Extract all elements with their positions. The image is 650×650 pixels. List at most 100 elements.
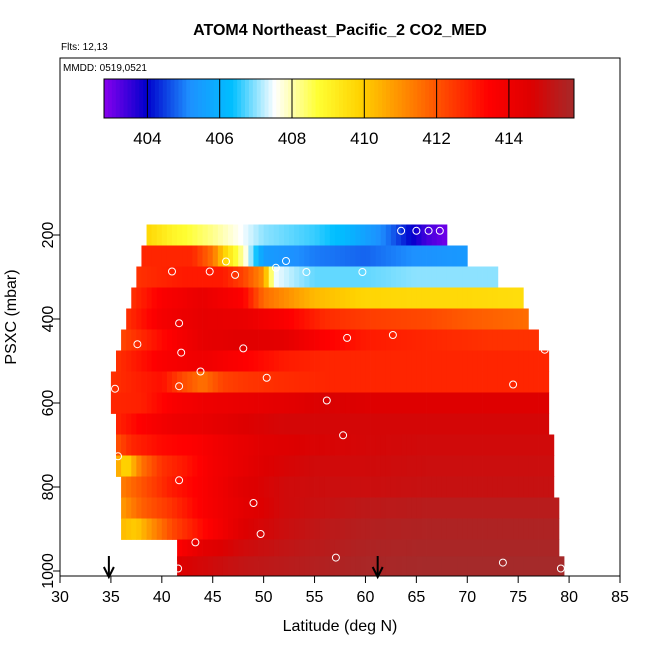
heatmap-cell	[294, 518, 300, 540]
x-tick-label: 45	[204, 589, 222, 606]
heatmap-cell	[187, 413, 193, 435]
heatmap-cell	[431, 266, 438, 288]
heatmap-cell	[217, 245, 224, 267]
heatmap-cell	[513, 287, 519, 309]
colorbar-swatch	[483, 79, 489, 118]
heatmap-cell	[156, 497, 163, 519]
heatmap-cell	[421, 371, 427, 393]
heatmap-cell	[161, 224, 168, 246]
heatmap-cell	[538, 455, 545, 477]
heatmap-cell	[543, 392, 550, 414]
heatmap-cell	[360, 371, 366, 393]
colorbar-swatch	[534, 79, 540, 118]
heatmap-cell	[360, 392, 366, 414]
heatmap-cell	[416, 476, 422, 498]
heatmap-cell	[452, 476, 458, 498]
y-tick-label: 1000	[40, 553, 57, 589]
heatmap-cell	[477, 455, 483, 477]
heatmap-cell	[329, 287, 336, 309]
heatmap-cell	[497, 518, 504, 540]
heatmap-cell	[233, 350, 239, 372]
heatmap-cell	[431, 539, 438, 561]
heatmap-cell	[273, 539, 280, 561]
heatmap-cell	[457, 329, 463, 351]
heatmap-cell	[289, 497, 295, 519]
heatmap-cell	[304, 350, 310, 372]
heatmap-cell	[365, 308, 371, 330]
colorbar-swatch	[174, 79, 179, 118]
colorbar-swatch	[213, 79, 218, 118]
heatmap-cell	[487, 266, 494, 288]
heatmap-cell	[508, 455, 514, 477]
heatmap-cell	[263, 329, 270, 351]
heatmap-cell	[182, 497, 188, 519]
colorbar-swatch	[456, 79, 461, 118]
heatmap-cell	[416, 556, 422, 577]
x-tick-label: 35	[102, 589, 120, 606]
heatmap-cell	[396, 455, 402, 477]
heatmap-cell	[197, 434, 203, 456]
heatmap-cell	[278, 371, 285, 393]
heatmap-cell	[360, 245, 366, 267]
heatmap-cell	[492, 556, 499, 577]
heatmap-cell	[258, 266, 265, 288]
heatmap-cell	[365, 245, 371, 267]
heatmap-cell	[401, 266, 407, 288]
heatmap-cell	[406, 455, 412, 477]
heatmap-cell	[284, 287, 290, 309]
heatmap-cell	[401, 434, 407, 456]
heatmap-cell	[121, 413, 127, 435]
heatmap-cell	[457, 350, 463, 372]
heatmap-cell	[278, 434, 285, 456]
heatmap-cell	[334, 329, 341, 351]
colorbar-swatch	[205, 79, 211, 118]
heatmap-cell	[212, 434, 219, 456]
heatmap-cell	[161, 455, 168, 477]
heatmap-cell	[452, 329, 458, 351]
heatmap-cell	[436, 539, 443, 561]
heatmap-cell	[523, 476, 529, 498]
heatmap-cell	[421, 518, 427, 540]
heatmap-cell	[253, 518, 259, 540]
heatmap-cell	[141, 350, 147, 372]
heatmap-cell	[548, 497, 555, 519]
heatmap-cell	[436, 350, 443, 372]
heatmap-cell	[222, 308, 229, 330]
heatmap-cell	[411, 392, 417, 414]
colorbar-swatch	[233, 79, 238, 118]
heatmap-cell	[416, 539, 422, 561]
colorbar-swatch	[499, 79, 504, 118]
heatmap-cell	[482, 329, 489, 351]
heatmap-cell	[350, 518, 356, 540]
heatmap-cell	[273, 413, 280, 435]
heatmap-cell	[528, 329, 534, 351]
heatmap-cell	[284, 539, 290, 561]
heatmap-cell	[197, 371, 203, 393]
heatmap-cell	[370, 413, 377, 435]
heatmap-cell	[202, 245, 209, 267]
heatmap-cell	[233, 497, 239, 519]
heatmap-cell	[166, 329, 173, 351]
heatmap-cell	[406, 413, 412, 435]
heatmap-cell	[385, 266, 392, 288]
heatmap-cell	[172, 476, 178, 498]
heatmap-cell	[487, 476, 494, 498]
heatmap-cell	[253, 556, 259, 577]
colorbar-swatch	[256, 79, 262, 118]
heatmap-cell	[401, 539, 407, 561]
heatmap-cell	[350, 556, 356, 577]
heatmap-cell	[482, 350, 489, 372]
colorbar-swatch	[280, 79, 285, 118]
heatmap-cell	[462, 455, 468, 477]
heatmap-cell	[472, 350, 478, 372]
heatmap-cell	[202, 371, 209, 393]
heatmap-cell	[187, 392, 193, 414]
heatmap-cell	[309, 287, 315, 309]
heatmap-cell	[518, 371, 524, 393]
heatmap-cell	[340, 476, 346, 498]
heatmap-cell	[141, 413, 147, 435]
heatmap-cell	[233, 434, 239, 456]
heatmap-cell	[309, 476, 315, 498]
heatmap-cell	[319, 287, 326, 309]
colorbar-swatch	[413, 79, 418, 118]
